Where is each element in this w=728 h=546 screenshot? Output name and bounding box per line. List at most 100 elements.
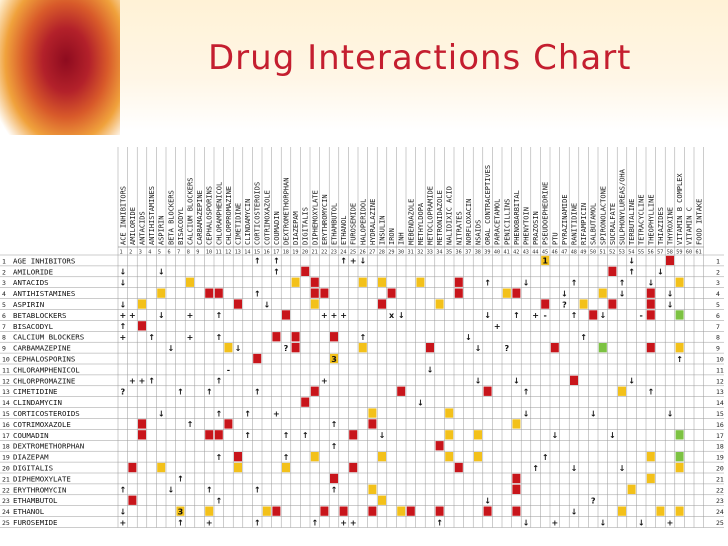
row-number: 6 — [2, 312, 6, 320]
column-header: ETHAMBUTOL — [331, 203, 339, 245]
column-number: 40 — [494, 250, 500, 256]
row-number-right: 19 — [716, 454, 724, 462]
column-number: 16 — [264, 250, 270, 256]
interaction-symbol: ↑ — [302, 431, 309, 440]
row-number: 11 — [2, 366, 10, 374]
column-number: 53 — [619, 250, 625, 256]
row-number-right: 8 — [716, 334, 720, 342]
row-label: CHLORAMPHENICOL — [13, 365, 80, 374]
row-number-right: 4 — [716, 290, 720, 298]
interaction-symbol: ↓ — [513, 377, 520, 386]
interaction-symbol: 3 — [178, 507, 184, 516]
interaction-symbol: ↓ — [235, 344, 242, 353]
red-interaction-cell — [310, 386, 319, 396]
column-number: 30 — [398, 250, 404, 256]
yellow-interaction-cell — [579, 299, 588, 309]
column-number: 59 — [676, 250, 682, 256]
row-number: 19 — [2, 454, 10, 462]
row-number-right: 5 — [716, 301, 720, 309]
slide-title: Drug Interactions Chart — [208, 38, 632, 78]
interaction-symbol: ↑ — [148, 333, 155, 342]
row-label: DIPHEMOXYLATE — [13, 474, 71, 483]
column-header: BISACODYL — [177, 207, 185, 245]
column-header: NALIDIXIC ACID — [446, 186, 454, 245]
interaction-symbol: ↓ — [417, 398, 424, 407]
column-number: 51 — [600, 250, 606, 256]
column-header: MEBENDAZOLE — [407, 199, 415, 245]
row-label: CIMETIDINE — [13, 387, 58, 396]
interaction-symbol: ↑ — [331, 486, 338, 495]
interaction-symbol: ↓ — [427, 366, 434, 375]
row-number: 7 — [2, 323, 6, 331]
interaction-symbol: ↑ — [340, 257, 347, 266]
interaction-symbol: ↑ — [283, 453, 290, 462]
yellow-interaction-cell — [675, 343, 684, 353]
green-interaction-cell — [675, 310, 684, 320]
yellow-interaction-cell — [435, 299, 444, 309]
yellow-interaction-cell — [445, 408, 454, 418]
interaction-symbol: + — [273, 409, 280, 418]
column-header: SULPHONYLUREAS/OHA — [619, 168, 627, 245]
column-header: BETA BLOCKERS — [167, 190, 175, 245]
column-number: 60 — [686, 250, 692, 256]
interaction-symbol: + — [667, 518, 674, 527]
column-number: 6 — [168, 250, 171, 256]
yellow-interaction-cell — [627, 484, 636, 494]
row-number-right: 24 — [716, 508, 724, 516]
yellow-interaction-cell — [205, 506, 214, 516]
interaction-symbol: + — [119, 518, 126, 527]
yellow-interaction-cell — [378, 452, 386, 462]
column-number: 8 — [187, 250, 190, 256]
row-number-right: 23 — [716, 497, 724, 505]
yellow-interaction-cell — [618, 386, 626, 396]
yellow-interaction-cell — [282, 462, 290, 473]
row-label: ERYTHROMYCIN — [13, 485, 66, 494]
interaction-symbol: ↑ — [532, 464, 539, 473]
yellow-interaction-cell — [474, 452, 482, 462]
green-interaction-cell — [675, 452, 684, 462]
column-header: THEOPHYLLINE — [647, 194, 655, 245]
column-number: 7 — [177, 250, 180, 256]
yellow-interaction-cell — [358, 343, 367, 353]
column-header: DIPHEMOXYLATE — [311, 190, 319, 245]
column-header: VITAMIN B COMPLEX — [676, 173, 684, 245]
red-interaction-cell — [301, 266, 310, 276]
interaction-symbol: ↓ — [609, 431, 616, 440]
column-number: 43 — [523, 250, 529, 256]
column-header: PSEUDOEPHEDRINE — [542, 182, 550, 245]
interaction-symbol: - — [544, 311, 547, 320]
interaction-symbol: ↑ — [647, 388, 654, 397]
interaction-symbol: + — [494, 322, 501, 331]
row-number-right: 9 — [716, 345, 720, 353]
red-interaction-cell — [138, 321, 146, 331]
yellow-interaction-cell — [397, 506, 406, 516]
column-header: PHENOBARBITAL — [513, 190, 521, 245]
red-interaction-cell — [646, 288, 655, 298]
row-number: 14 — [2, 399, 10, 407]
interaction-symbol: + — [187, 333, 194, 342]
red-interaction-cell — [205, 288, 214, 298]
red-interaction-cell — [666, 255, 674, 266]
interaction-symbol: ↑ — [254, 257, 261, 266]
column-header: CHLORPROMAZINE — [225, 186, 233, 245]
interaction-symbol: ↑ — [177, 518, 184, 527]
column-number: 18 — [283, 250, 289, 256]
row-number-right: 1 — [716, 257, 720, 265]
decorative-corner-graphic — [0, 0, 120, 150]
red-interaction-cell — [272, 332, 281, 342]
red-interaction-cell — [512, 506, 521, 516]
row-number: 12 — [2, 377, 10, 385]
column-header: NORFLOXACIN — [465, 199, 473, 245]
yellow-interaction-cell — [416, 277, 425, 287]
red-interaction-cell — [214, 430, 223, 440]
row-number-right: 7 — [716, 323, 720, 331]
interaction-symbol: ↑ — [254, 518, 261, 527]
red-interaction-cell — [301, 397, 310, 407]
interaction-symbol: ↑ — [676, 355, 683, 364]
interaction-symbol: ↑ — [215, 311, 222, 320]
interaction-symbol: ↓ — [647, 279, 654, 288]
interaction-symbol: ↑ — [119, 322, 126, 331]
column-header: THIAZIDES — [657, 207, 665, 245]
interaction-symbol: ↓ — [590, 409, 597, 418]
row-label: COUMADIN — [13, 431, 49, 440]
